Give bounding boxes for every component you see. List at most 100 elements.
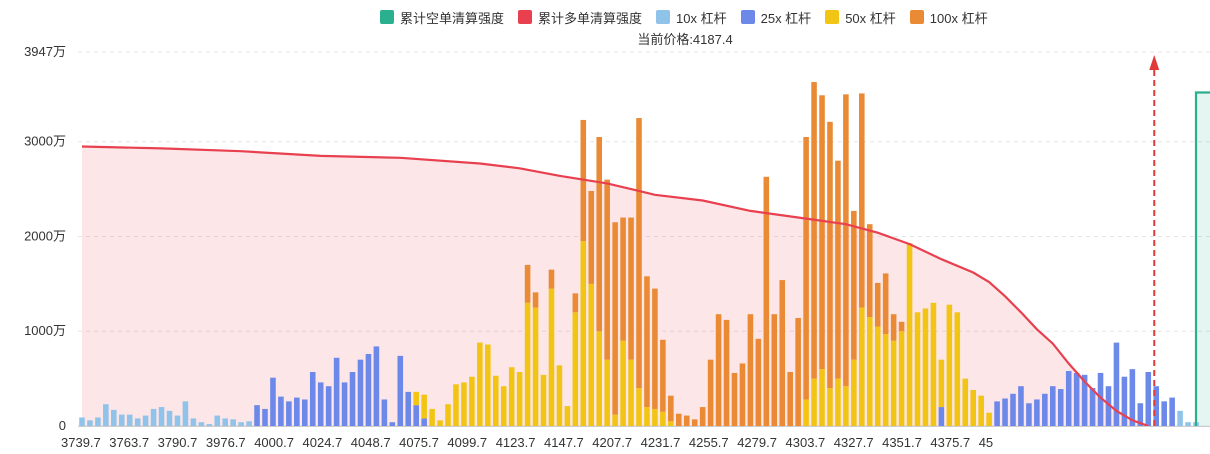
bar-segment-100x[interactable]	[827, 121, 833, 389]
bar-segment-100x[interactable]	[835, 160, 841, 379]
bar-segment-100x[interactable]	[636, 118, 642, 389]
bar-segment-100x[interactable]	[898, 321, 905, 332]
bar-segment-50x[interactable]	[532, 307, 539, 426]
bar-segment-50x[interactable]	[461, 382, 467, 426]
bar-segment-50x[interactable]	[485, 344, 491, 426]
bar-segment-25x[interactable]	[1113, 342, 1120, 426]
bar-segment-10x[interactable]	[214, 415, 221, 426]
bar-segment-25x[interactable]	[413, 405, 419, 426]
bar-segment-10x[interactable]	[158, 407, 165, 426]
bar-segment-50x[interactable]	[524, 302, 531, 426]
bar-segment-100x[interactable]	[803, 136, 809, 400]
bar-segment-100x[interactable]	[715, 314, 722, 426]
bar-segment-100x[interactable]	[763, 176, 770, 426]
bar-segment-50x[interactable]	[588, 283, 595, 426]
bar-segment-10x[interactable]	[79, 417, 85, 426]
bar-segment-50x[interactable]	[866, 317, 873, 426]
bar-segment-50x[interactable]	[413, 391, 419, 406]
bar-segment-100x[interactable]	[652, 288, 658, 409]
bar-segment-50x[interactable]	[930, 302, 937, 426]
bar-segment-50x[interactable]	[914, 312, 921, 426]
legend-item-25x[interactable]: 25x 杠杆	[740, 8, 811, 27]
bar-segment-100x[interactable]	[612, 222, 618, 415]
bar-segment-50x[interactable]	[580, 241, 587, 426]
bar-segment-50x[interactable]	[540, 374, 547, 426]
bar-segment-10x[interactable]	[238, 422, 244, 426]
bar-segment-10x[interactable]	[230, 419, 236, 426]
bar-segment-25x[interactable]	[1026, 403, 1032, 426]
bar-segment-50x[interactable]	[954, 312, 961, 426]
bar-segment-25x[interactable]	[254, 405, 260, 426]
bar-segment-10x[interactable]	[150, 408, 157, 426]
bar-segment-100x[interactable]	[548, 269, 555, 289]
bar-segment-25x[interactable]	[1002, 398, 1008, 426]
legend-item-10x[interactable]: 10x 杠杆	[656, 8, 727, 27]
bar-segment-100x[interactable]	[795, 317, 801, 426]
bar-segment-50x[interactable]	[890, 340, 897, 426]
bar-segment-50x[interactable]	[946, 304, 953, 426]
bar-segment-50x[interactable]	[978, 395, 984, 426]
bar-segment-50x[interactable]	[516, 371, 523, 426]
bar-segment-100x[interactable]	[524, 264, 531, 303]
bar-segment-25x[interactable]	[405, 391, 412, 426]
bar-segment-100x[interactable]	[771, 314, 778, 426]
bar-segment-50x[interactable]	[492, 375, 499, 426]
bar-segment-10x[interactable]	[142, 415, 149, 426]
bar-segment-100x[interactable]	[668, 395, 674, 422]
bar-segment-25x[interactable]	[1018, 386, 1024, 426]
bar-segment-100x[interactable]	[572, 293, 579, 313]
bar-segment-10x[interactable]	[95, 417, 101, 426]
bar-segment-50x[interactable]	[882, 334, 889, 426]
bar-segment-50x[interactable]	[564, 406, 571, 426]
bar-segment-50x[interactable]	[827, 388, 833, 426]
bar-segment-100x[interactable]	[755, 338, 762, 426]
bar-segment-100x[interactable]	[866, 224, 873, 318]
bar-segment-25x[interactable]	[365, 353, 372, 426]
bar-segment-100x[interactable]	[779, 280, 786, 426]
bar-segment-25x[interactable]	[270, 377, 276, 426]
bar-segment-25x[interactable]	[994, 401, 1000, 426]
bar-segment-100x[interactable]	[819, 95, 825, 370]
bar-segment-50x[interactable]	[922, 308, 929, 426]
bar-segment-100x[interactable]	[723, 319, 730, 426]
bar-segment-10x[interactable]	[111, 409, 117, 426]
bar-segment-25x[interactable]	[1137, 403, 1144, 426]
bar-segment-25x[interactable]	[1145, 371, 1152, 426]
bar-segment-25x[interactable]	[341, 382, 348, 426]
bar-segment-50x[interactable]	[938, 359, 945, 408]
legend-item-100x[interactable]: 100x 杠杆	[909, 8, 988, 27]
bar-segment-25x[interactable]	[1065, 371, 1072, 426]
bar-segment-25x[interactable]	[1089, 388, 1096, 426]
bar-segment-25x[interactable]	[349, 371, 356, 426]
bar-segment-50x[interactable]	[986, 412, 992, 426]
bar-segment-100x[interactable]	[890, 314, 897, 341]
bar-segment-25x[interactable]	[1073, 372, 1080, 426]
bar-segment-50x[interactable]	[421, 394, 427, 419]
bar-segment-100x[interactable]	[683, 415, 690, 426]
bar-segment-50x[interactable]	[596, 331, 602, 426]
bar-segment-25x[interactable]	[1081, 374, 1088, 426]
legend-item-long-liquidation[interactable]: 累计多单清算强度	[518, 8, 642, 27]
bar-segment-25x[interactable]	[333, 357, 340, 426]
bar-segment-100x[interactable]	[628, 217, 634, 360]
bar-segment-100x[interactable]	[874, 282, 881, 327]
bar-segment-25x[interactable]	[294, 397, 300, 426]
bar-segment-50x[interactable]	[859, 307, 865, 426]
bar-segment-50x[interactable]	[652, 408, 658, 426]
bar-segment-50x[interactable]	[477, 342, 483, 426]
bar-segment-100x[interactable]	[660, 339, 666, 412]
bar-segment-25x[interactable]	[286, 401, 292, 426]
bar-segment-100x[interactable]	[604, 179, 610, 360]
bar-segment-25x[interactable]	[1105, 386, 1112, 426]
bar-segment-100x[interactable]	[676, 413, 682, 426]
bar-segment-100x[interactable]	[882, 273, 889, 335]
bar-segment-10x[interactable]	[87, 420, 93, 426]
bar-segment-25x[interactable]	[1034, 399, 1040, 426]
bar-segment-10x[interactable]	[198, 422, 205, 426]
bar-segment-100x[interactable]	[859, 93, 865, 308]
bar-segment-50x[interactable]	[660, 411, 666, 426]
bar-segment-50x[interactable]	[604, 359, 610, 426]
bar-segment-10x[interactable]	[103, 404, 109, 426]
bar-segment-50x[interactable]	[898, 331, 905, 426]
bar-segment-50x[interactable]	[469, 376, 475, 426]
